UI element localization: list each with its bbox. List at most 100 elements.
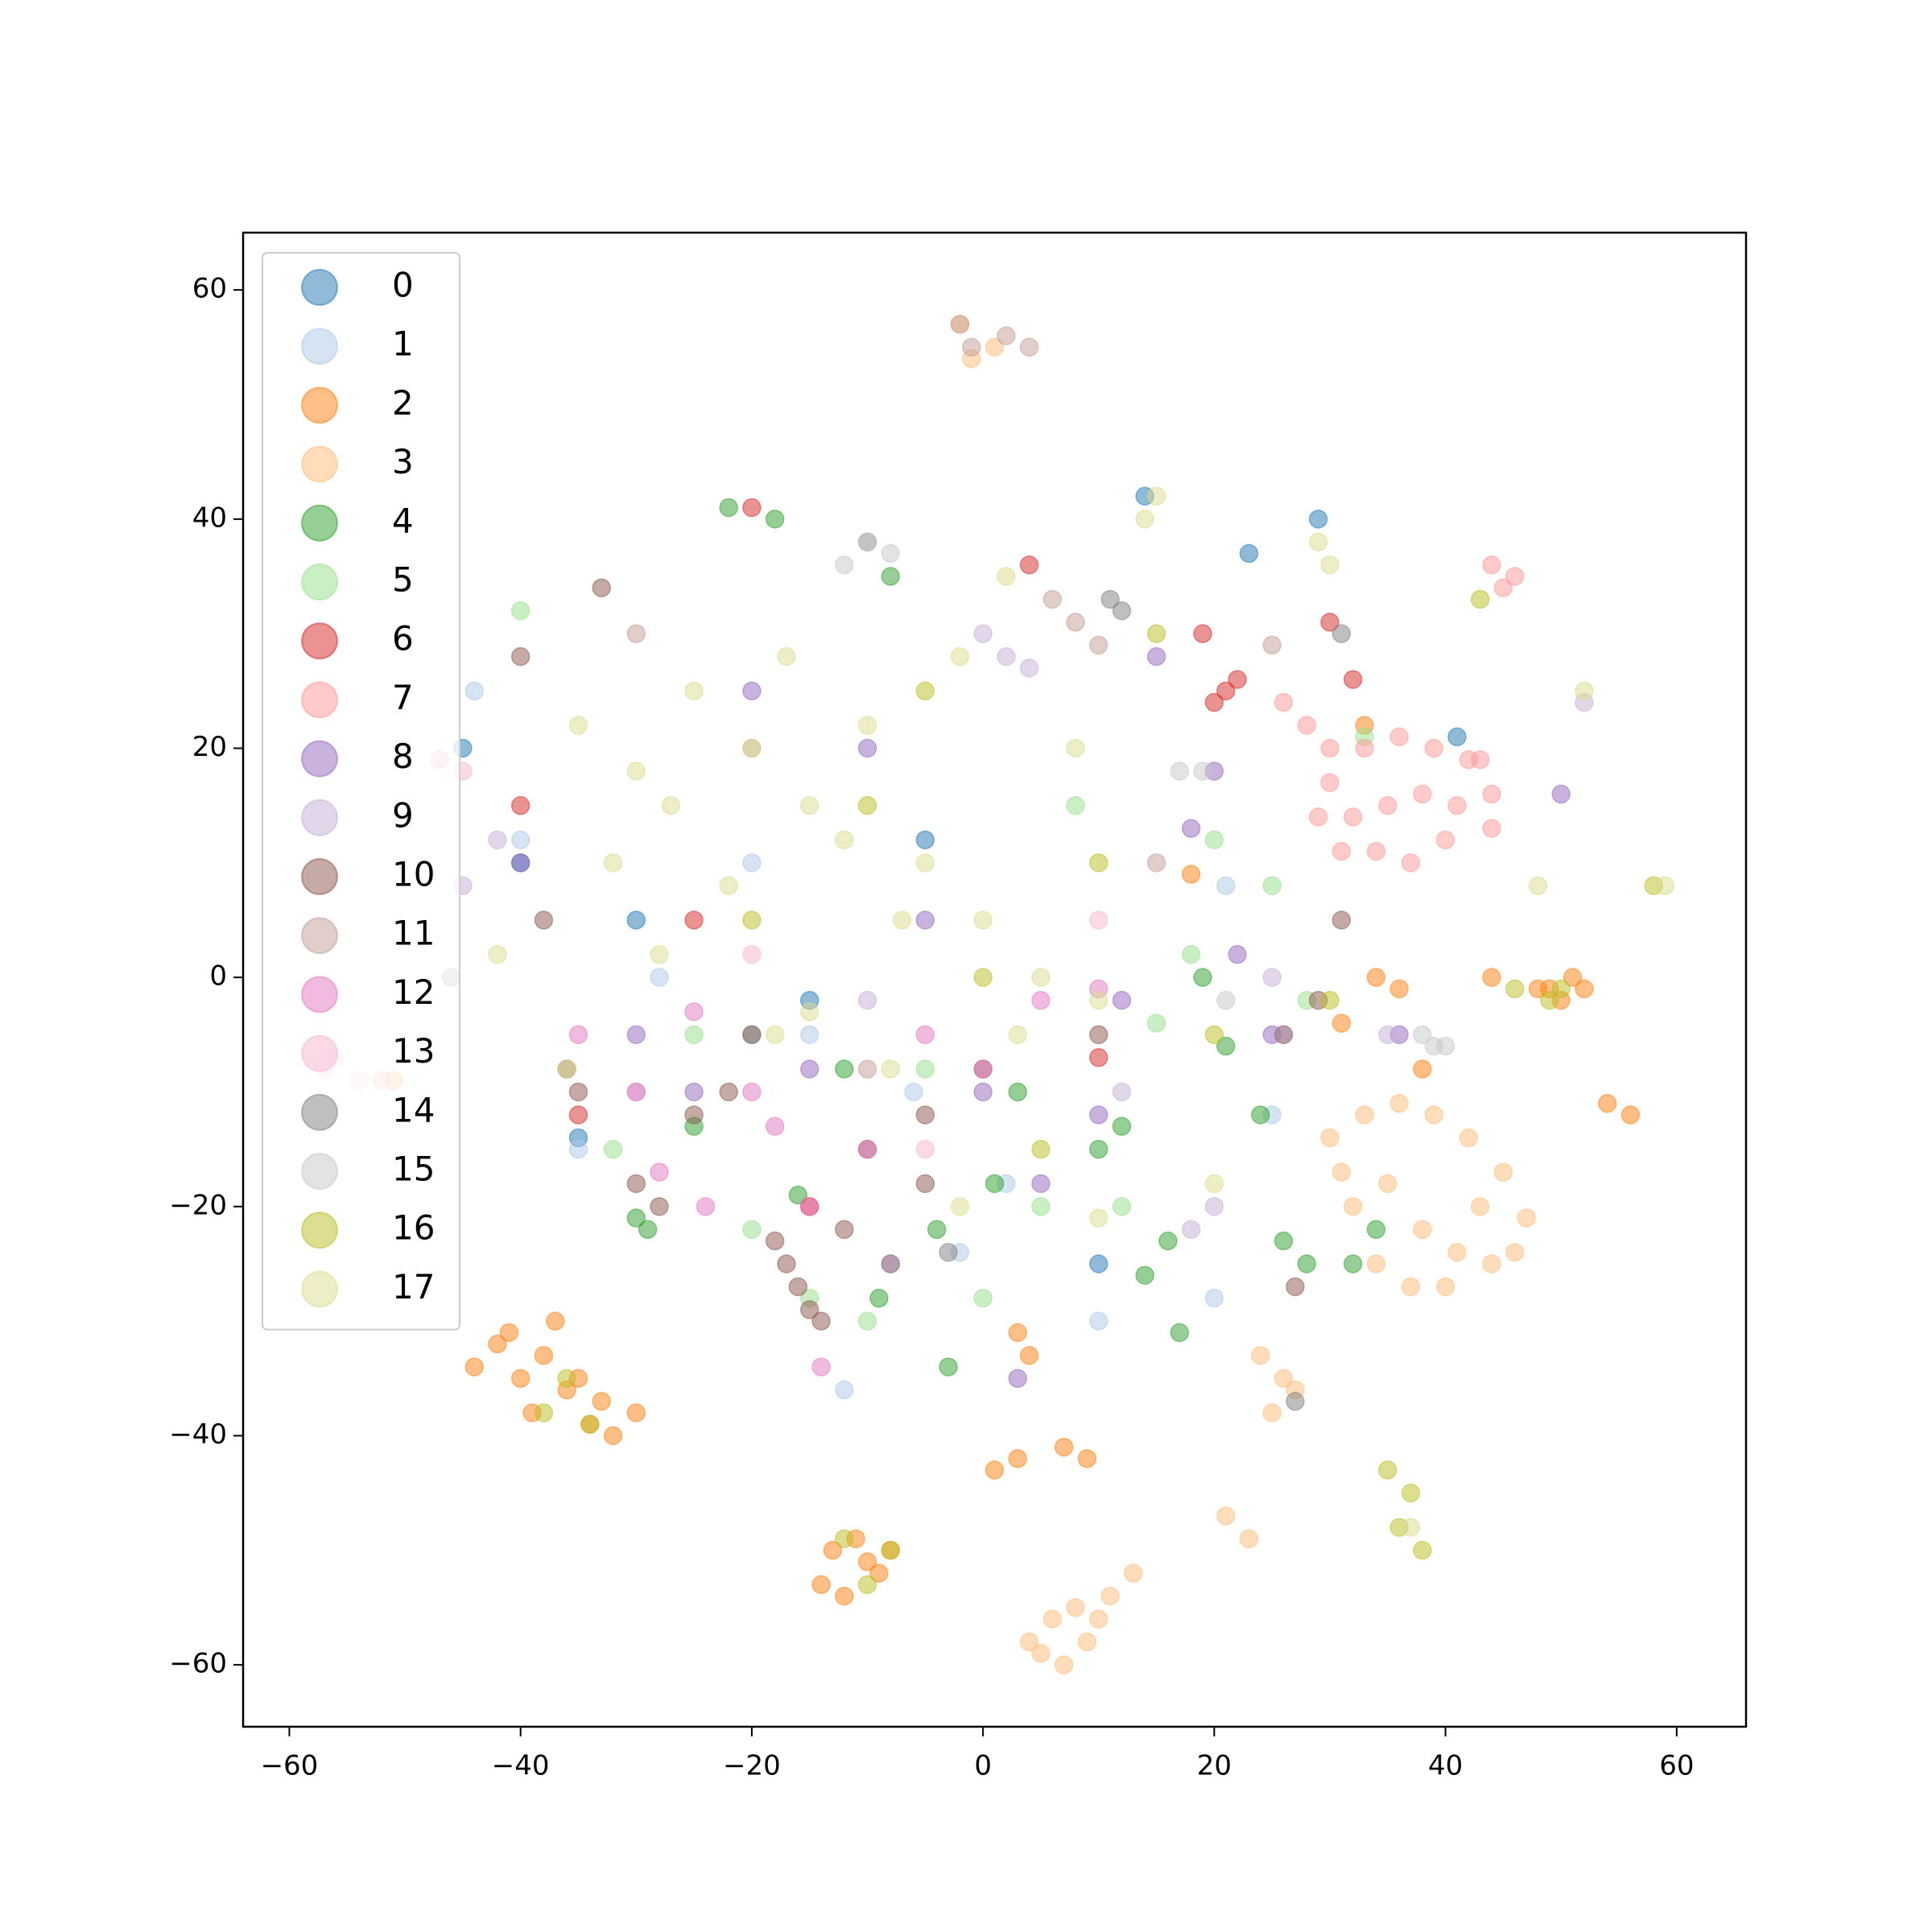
- plot-area: [314, 315, 1675, 1674]
- point: [811, 1311, 831, 1331]
- point: [1470, 589, 1490, 609]
- legend-label: 17: [392, 1267, 435, 1307]
- point: [1019, 555, 1039, 575]
- point: [603, 853, 623, 873]
- point: [1089, 910, 1108, 930]
- point: [1204, 1197, 1224, 1216]
- point: [1413, 1025, 1432, 1045]
- point: [915, 830, 935, 850]
- point: [1435, 830, 1455, 850]
- legend-label: 5: [392, 560, 414, 600]
- point: [1482, 784, 1501, 804]
- point: [892, 910, 912, 930]
- point: [1042, 589, 1063, 609]
- point: [1435, 1277, 1455, 1297]
- point: [1008, 1323, 1027, 1343]
- point: [939, 1357, 958, 1377]
- point: [1401, 1483, 1421, 1503]
- legend-marker: [301, 445, 338, 483]
- legend-marker: [301, 1153, 338, 1190]
- point: [1424, 738, 1443, 758]
- point: [1089, 853, 1108, 873]
- point: [592, 578, 611, 597]
- point: [973, 910, 993, 930]
- point: [1320, 990, 1340, 1010]
- point: [915, 1174, 935, 1194]
- point: [1262, 876, 1282, 896]
- point: [1019, 1346, 1039, 1365]
- point: [915, 1139, 935, 1159]
- point: [626, 1208, 646, 1228]
- legend-label: 8: [392, 737, 414, 776]
- point: [1528, 979, 1548, 999]
- point: [1112, 601, 1132, 621]
- x-tick-label: 0: [974, 1750, 992, 1782]
- point: [650, 1162, 669, 1182]
- point: [777, 1254, 796, 1274]
- legend-label: 9: [392, 795, 414, 835]
- x-tick-label: −60: [261, 1750, 319, 1782]
- legend-label: 3: [392, 442, 414, 481]
- point: [1447, 1242, 1467, 1262]
- point: [799, 1300, 819, 1319]
- point: [1320, 773, 1340, 792]
- legend-label: 4: [392, 501, 414, 540]
- point: [742, 853, 762, 873]
- point: [985, 1460, 1005, 1480]
- point: [1655, 876, 1675, 896]
- legend-label: 13: [392, 1031, 435, 1071]
- point: [1031, 1174, 1051, 1194]
- point: [1204, 830, 1224, 850]
- point: [799, 795, 819, 815]
- point: [950, 646, 970, 667]
- point: [1181, 1220, 1201, 1240]
- point: [1077, 1632, 1097, 1652]
- point: [915, 910, 935, 930]
- point: [1274, 1231, 1294, 1251]
- point: [719, 497, 738, 518]
- point: [788, 1185, 808, 1205]
- point: [1146, 624, 1166, 643]
- point: [765, 1231, 785, 1251]
- point: [546, 1311, 565, 1331]
- point: [661, 795, 681, 815]
- point: [1470, 1197, 1490, 1216]
- point: [777, 646, 796, 667]
- legend-label: 12: [392, 972, 435, 1012]
- legend-marker: [301, 1270, 338, 1308]
- point: [1008, 1368, 1027, 1389]
- point: [719, 876, 738, 896]
- point: [568, 1139, 588, 1159]
- point: [568, 1025, 588, 1045]
- point: [1493, 1162, 1513, 1182]
- point: [1413, 1220, 1432, 1240]
- point: [1019, 658, 1039, 678]
- point: [684, 1082, 704, 1102]
- point: [1308, 807, 1328, 827]
- point: [1320, 1128, 1340, 1148]
- point: [1158, 1231, 1178, 1251]
- y-tick-label: −40: [169, 1418, 227, 1451]
- legend-marker: [301, 564, 338, 601]
- y-tick-label: 20: [192, 731, 227, 763]
- point: [626, 1174, 646, 1194]
- point: [1193, 968, 1212, 987]
- point: [835, 1529, 854, 1549]
- point: [510, 853, 530, 873]
- point: [1378, 1174, 1397, 1194]
- point: [1089, 635, 1108, 655]
- point: [1389, 1093, 1409, 1113]
- point: [1262, 968, 1282, 987]
- point: [997, 646, 1016, 667]
- point: [1447, 727, 1467, 747]
- point: [1493, 578, 1513, 597]
- point: [742, 1082, 762, 1102]
- point: [464, 1357, 484, 1377]
- point: [1320, 738, 1340, 758]
- point: [684, 1105, 704, 1125]
- point: [1019, 1632, 1039, 1652]
- point: [568, 1082, 588, 1102]
- x-tick-label: 20: [1197, 1750, 1232, 1782]
- legend-marker: [301, 1212, 338, 1249]
- legend-label: 0: [392, 266, 414, 305]
